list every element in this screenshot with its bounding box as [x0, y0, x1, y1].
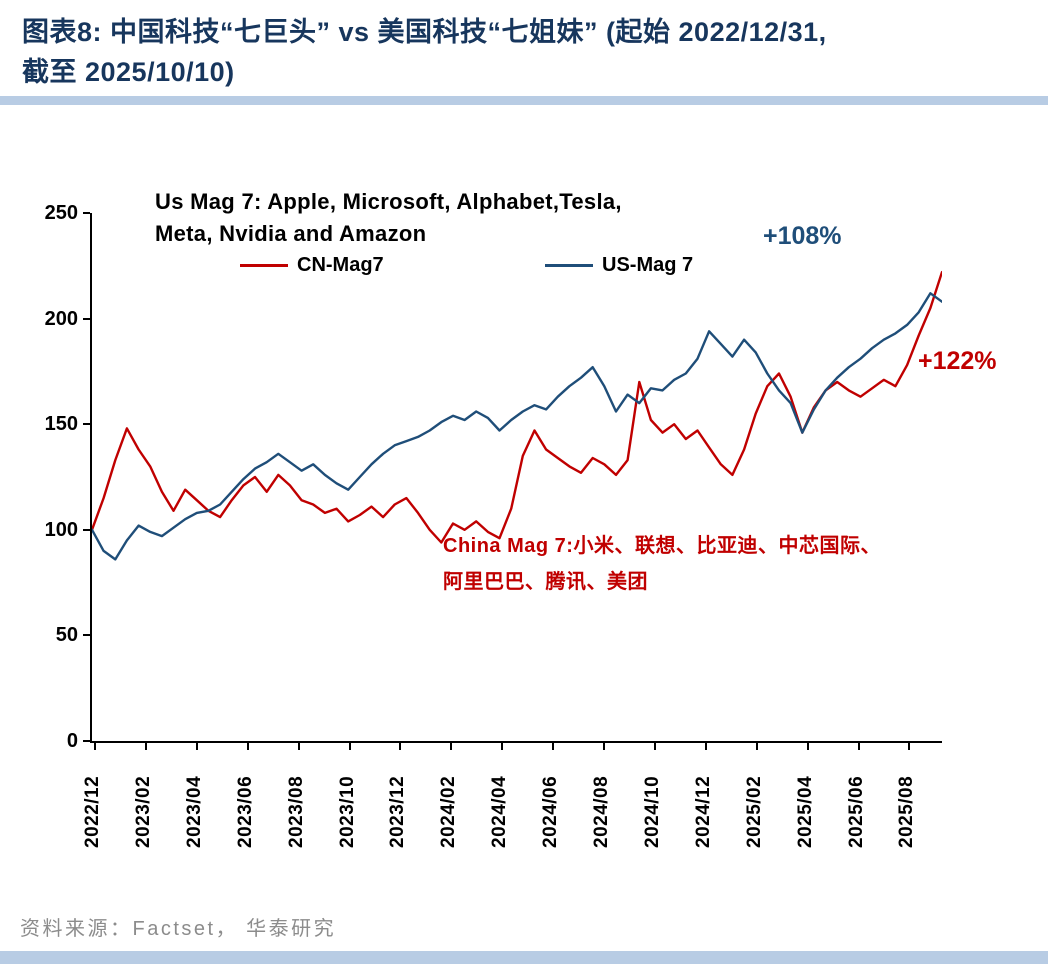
y-tick-mark [83, 634, 90, 637]
x-tick-mark [857, 743, 860, 750]
y-tick-label: 200 [44, 307, 78, 330]
x-tick-mark [908, 743, 911, 750]
legend-item-cn-mag7: CN-Mag7 [240, 254, 384, 277]
x-tick-mark [144, 743, 147, 750]
x-tick-label: 2023/06 [234, 775, 256, 848]
us-gain-annotation: +108% [763, 222, 842, 250]
x-tick-mark [755, 743, 758, 750]
x-tick-label: 2023/10 [336, 775, 358, 848]
y-tick-mark [83, 212, 90, 214]
cn-mag7-line-swatch [240, 264, 288, 267]
us-mag7-line-swatch [545, 264, 593, 267]
x-tick-mark [704, 743, 707, 750]
x-tick-mark [806, 743, 809, 750]
x-tick-mark [399, 743, 402, 750]
figure-title: 图表8: 中国科技“七巨头” vs 美国科技“七姐妹” (起始 2022/12/… [22, 12, 1042, 92]
y-tick-mark [83, 317, 90, 320]
x-tick-label: 2025/04 [794, 775, 816, 848]
x-tick-label: 2023/04 [183, 775, 205, 848]
figure-title-line1: 图表8: 中国科技“七巨头” vs 美国科技“七姐妹” (起始 2022/12/… [22, 17, 827, 47]
figure-title-line2: 截至 2025/10/10) [22, 57, 235, 87]
x-tick-mark [653, 743, 656, 750]
us-mag7-note-line1: Us Mag 7: Apple, Microsoft, Alphabet,Tes… [155, 189, 622, 214]
china-mag7-note-line1: China Mag 7:小米、联想、比亚迪、中芯国际、 [443, 535, 881, 557]
x-tick-label: 2023/02 [132, 775, 154, 848]
x-tick-label: 2024/06 [540, 775, 562, 848]
x-tick-mark [94, 743, 97, 750]
x-tick-mark [297, 743, 300, 750]
y-tick-label: 50 [55, 624, 78, 647]
x-tick-label: 2024/08 [591, 775, 613, 848]
source-attribution: 资料来源：Factset， 华泰研究 [20, 918, 337, 940]
x-tick-mark [450, 743, 453, 750]
x-tick-label: 2025/08 [896, 775, 918, 848]
x-tick-label: 2025/06 [845, 775, 867, 848]
y-tick-label: 250 [44, 202, 78, 224]
bottom-divider-bar [0, 951, 1048, 964]
x-tick-label: 2022/12 [82, 775, 104, 848]
x-tick-mark [246, 743, 249, 750]
x-tick-mark [603, 743, 606, 750]
x-tick-mark [348, 743, 351, 750]
x-tick-label: 2024/04 [489, 775, 511, 848]
x-tick-label: 2024/02 [438, 775, 460, 848]
x-tick-mark [501, 743, 504, 750]
china-mag7-note-line2: 阿里巴巴、腾讯、美团 [443, 571, 648, 593]
y-tick-label: 150 [44, 413, 78, 436]
legend-item-us-mag7: US-Mag 7 [545, 254, 693, 277]
y-tick-mark [83, 740, 90, 742]
y-tick-label: 0 [66, 730, 78, 752]
y-tick-label: 100 [44, 518, 78, 541]
us-mag7-note-line2: Meta, Nvidia and Amazon [155, 221, 427, 246]
china-mag7-note: China Mag 7:小米、联想、比亚迪、中芯国际、 阿里巴巴、腾讯、美团 [443, 528, 881, 600]
y-tick-mark [83, 423, 90, 426]
legend-label-us-mag7: US-Mag 7 [602, 254, 694, 276]
us-mag7-line [92, 292, 942, 561]
x-tick-label: 2024/10 [641, 775, 663, 848]
x-tick-label: 2023/08 [285, 775, 307, 848]
x-tick-mark [195, 743, 198, 750]
x-tick-label: 2024/12 [692, 775, 714, 848]
us-mag7-note: Us Mag 7: Apple, Microsoft, Alphabet,Tes… [155, 186, 622, 250]
x-tick-label: 2023/12 [387, 775, 409, 848]
plot-area [90, 213, 942, 743]
x-tick-mark [552, 743, 555, 750]
x-tick-label: 2025/02 [743, 775, 765, 848]
cn-gain-annotation: +122% [918, 347, 997, 375]
chart-canvas [92, 270, 942, 561]
legend-label-cn-mag7: CN-Mag7 [297, 254, 384, 276]
top-divider-bar [0, 96, 1048, 105]
y-tick-mark [83, 528, 90, 531]
